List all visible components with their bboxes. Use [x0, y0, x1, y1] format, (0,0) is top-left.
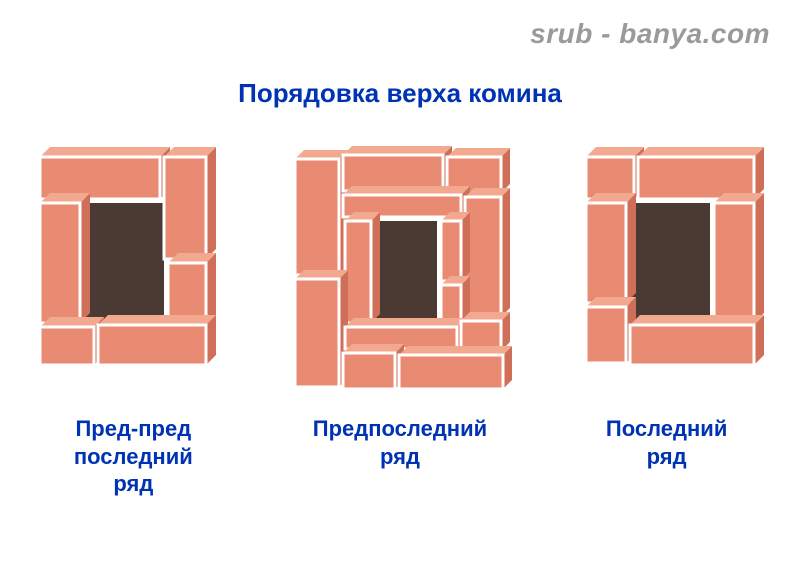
watermark-text: srub - banya.com — [530, 18, 770, 50]
row-last — [578, 145, 768, 390]
row-pre-pre-last — [32, 145, 222, 390]
brick-diagram — [285, 145, 515, 405]
row-pre-pre-last-caption: Пред-пред последний ряд — [23, 415, 243, 498]
brick-diagram — [578, 145, 768, 390]
brick-diagram — [32, 145, 222, 390]
row-pre-last — [285, 145, 515, 405]
row-pre-last-caption: Предпоследний ряд — [290, 415, 510, 498]
row-last-caption: Последний ряд — [557, 415, 777, 498]
caption-row: Пред-пред последний ряд Предпоследний ряд… — [0, 415, 800, 498]
diagram-title: Порядовка верха комина — [0, 78, 800, 109]
diagram-row — [0, 145, 800, 405]
